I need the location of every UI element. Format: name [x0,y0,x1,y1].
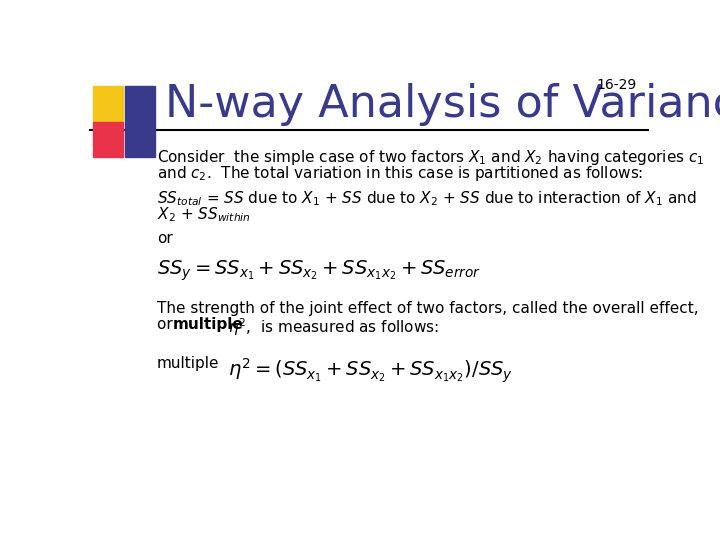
Text: $SS_y = SS_{x_1} + SS_{x_2} + SS_{x_1 x_2} + SS_{error}$: $SS_y = SS_{x_1} + SS_{x_2} + SS_{x_1 x_… [157,258,481,282]
Text: and $\mathit{c}_2$.  The total variation in this case is partitioned as follows:: and $\mathit{c}_2$. The total variation … [157,164,643,183]
Text: multiple: multiple [157,356,220,371]
Text: $\eta^2$,  is measured as follows:: $\eta^2$, is measured as follows: [228,317,439,339]
Text: or: or [157,231,173,246]
Text: Consider  the simple case of two factors $\mathit{X}_1$ and $\mathit{X}_2$ havin: Consider the simple case of two factors … [157,148,704,167]
Text: or: or [157,317,182,332]
Bar [93,122,124,157]
Bar [93,85,124,121]
Text: The strength of the joint effect of two factors, called the overall effect,: The strength of the joint effect of two … [157,301,698,316]
Text: 16-29: 16-29 [597,78,637,92]
Text: $\mathit{X}_2$ + $\mathit{SS}_{within}$: $\mathit{X}_2$ + $\mathit{SS}_{within}$ [157,205,251,224]
Text: N-way Analysis of Variance: N-way Analysis of Variance [166,83,720,126]
Text: multiple: multiple [173,317,243,332]
Text: $\eta^2 = (SS_{x_1} + SS_{x_2} + SS_{x_1 x_2})/ SS_y$: $\eta^2 = (SS_{x_1} + SS_{x_2} + SS_{x_1… [228,357,513,385]
Text: $\mathit{SS}_{total}$ = $\mathit{SS}$ due to $\mathit{X}_1$ + $\mathit{SS}$ due : $\mathit{SS}_{total}$ = $\mathit{SS}$ du… [157,190,696,208]
Bar [125,85,156,157]
